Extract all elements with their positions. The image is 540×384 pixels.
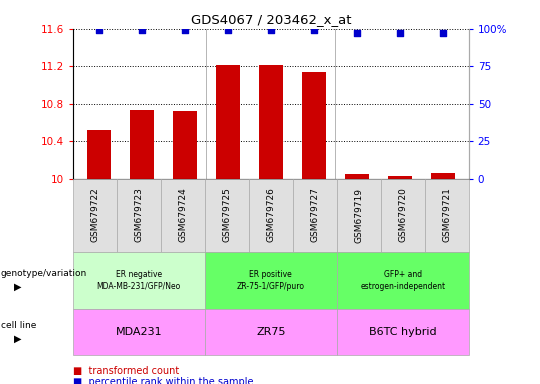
Bar (173, 111, 197, 179)
Bar (431, 173, 455, 179)
Text: B6TC hybrid: B6TC hybrid (369, 327, 436, 337)
Bar (345, 174, 369, 179)
Text: GSM679724: GSM679724 (178, 188, 187, 242)
Text: GSM679723: GSM679723 (134, 188, 144, 242)
Point (224, 27, 232, 33)
Text: ■  transformed count: ■ transformed count (73, 366, 179, 376)
Text: GFP+ and
estrogen-independent: GFP+ and estrogen-independent (360, 270, 445, 291)
Bar (216, 65, 240, 179)
Point (180, 27, 189, 33)
Text: genotype/variation: genotype/variation (1, 269, 87, 278)
Text: MDA231: MDA231 (116, 327, 162, 337)
Text: GSM679719: GSM679719 (354, 187, 363, 243)
Point (267, 27, 275, 33)
Bar (302, 72, 326, 179)
Point (438, 30, 447, 36)
Text: ZR75: ZR75 (256, 327, 286, 337)
Text: GSM679726: GSM679726 (266, 188, 275, 242)
Text: GSM679727: GSM679727 (310, 188, 319, 242)
Text: GSM679721: GSM679721 (442, 188, 451, 242)
Text: ▶: ▶ (14, 334, 21, 344)
Text: GSM679722: GSM679722 (90, 188, 99, 242)
Point (94, 27, 103, 33)
Point (137, 27, 146, 33)
Text: ER positive
ZR-75-1/GFP/puro: ER positive ZR-75-1/GFP/puro (237, 270, 305, 291)
Text: ER negative
MDA-MB-231/GFP/Neo: ER negative MDA-MB-231/GFP/Neo (97, 270, 181, 291)
Bar (388, 176, 411, 179)
Bar (259, 65, 282, 179)
Text: cell line: cell line (1, 321, 36, 330)
Point (396, 30, 404, 36)
Bar (87, 130, 111, 179)
Text: ▶: ▶ (14, 282, 21, 292)
Point (353, 30, 361, 36)
Text: ■  percentile rank within the sample: ■ percentile rank within the sample (73, 377, 253, 384)
Title: GDS4067 / 203462_x_at: GDS4067 / 203462_x_at (191, 13, 351, 26)
Point (309, 27, 318, 33)
Text: GSM679720: GSM679720 (399, 188, 407, 242)
Text: GSM679725: GSM679725 (222, 188, 231, 242)
Bar (130, 110, 153, 179)
